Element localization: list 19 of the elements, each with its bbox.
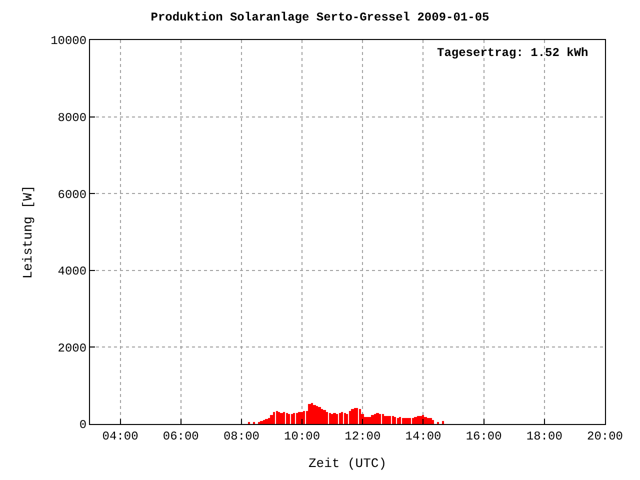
y-tick-label: 6000 [58, 188, 87, 202]
y-tick-label: 8000 [58, 111, 87, 125]
chart-title: Produktion Solaranlage Serto-Gressel 2009-01-05 [150, 10, 490, 24]
x-tick-label: 18:00 [526, 429, 562, 444]
x-tick-label: 20:00 [586, 429, 624, 444]
x-axis-title: Zeit (UTC) [308, 456, 387, 471]
y-axis-title: Leistung [W] [20, 185, 36, 279]
y-tick-label: 10000 [50, 34, 87, 48]
x-tick-label: 06:00 [162, 429, 199, 444]
x-tick-label: 08:00 [223, 429, 260, 444]
x-tick-label: 14:00 [405, 429, 442, 444]
annotation: Tagesertrag: 1.52 kWh [437, 46, 588, 60]
x-tick-label: 04:00 [102, 429, 138, 444]
x-tick-label: 10:00 [284, 429, 320, 444]
x-tick-label: 12:00 [344, 429, 381, 444]
y-tick-label: 0 [79, 418, 87, 432]
x-tick-label: 16:00 [466, 429, 502, 444]
y-tick-label: 4000 [58, 264, 87, 279]
y-tick-label: 2000 [58, 341, 87, 356]
